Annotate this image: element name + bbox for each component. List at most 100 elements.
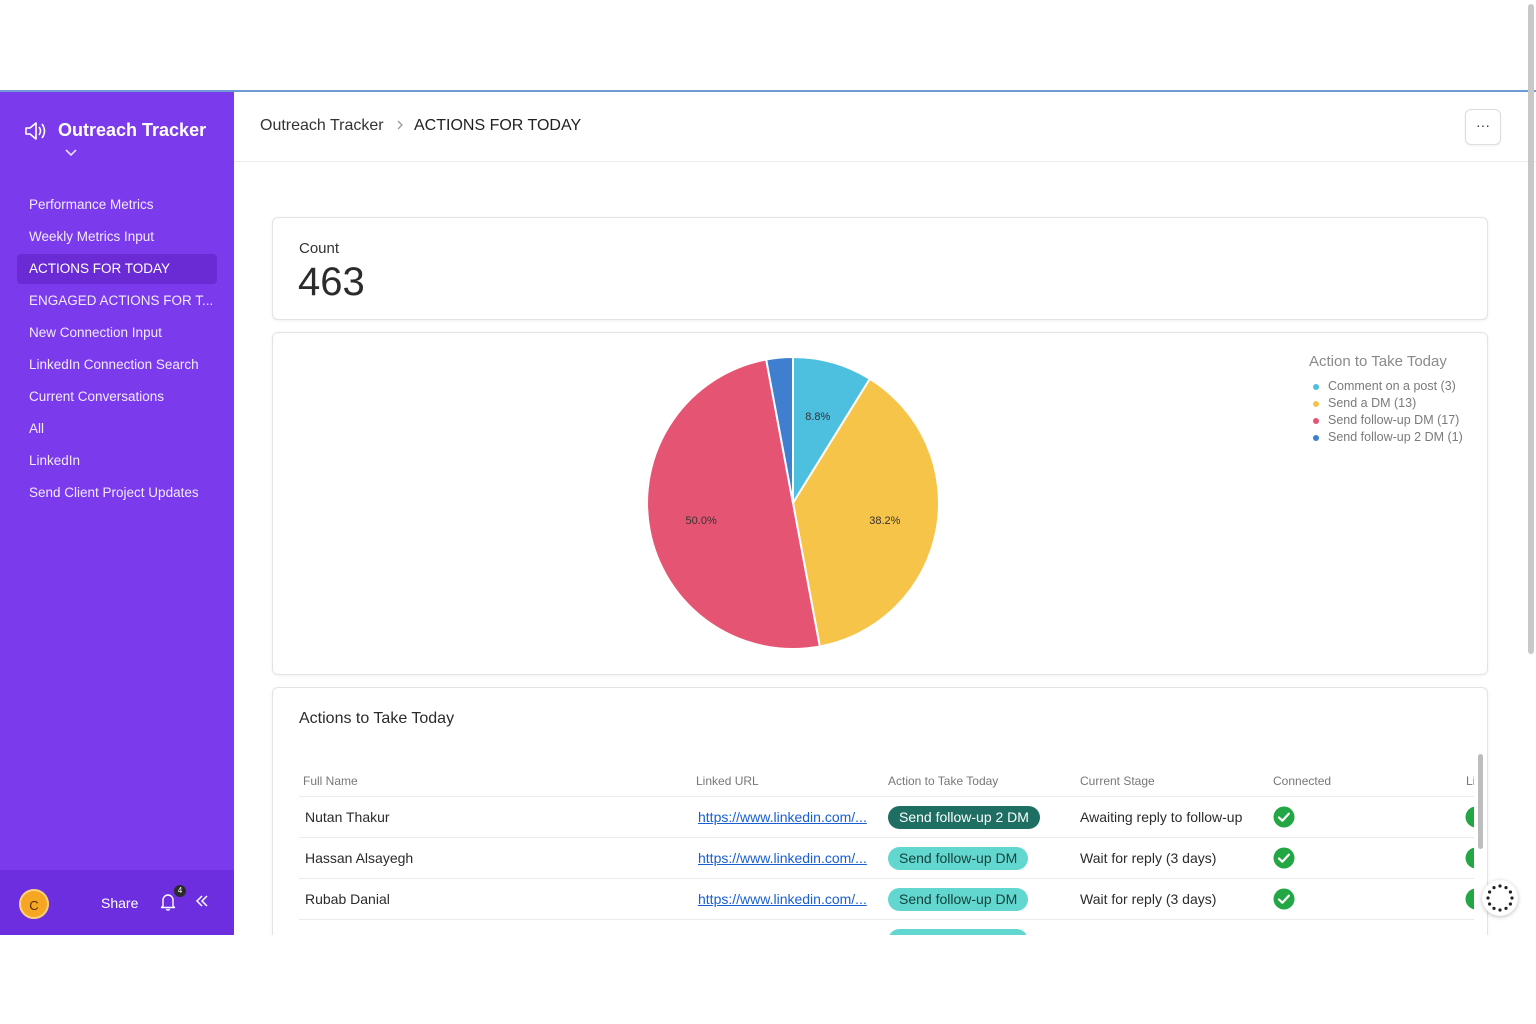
legend-item[interactable]: Send a DM (13) <box>1309 395 1463 412</box>
spinner-dot <box>1498 908 1502 912</box>
action-tag: Send follow-up 2 DM <box>888 806 1040 829</box>
sidebar-item-send-client-project-updates[interactable]: Send Client Project Updates <box>29 485 199 500</box>
bell-icon[interactable] <box>160 893 176 911</box>
linkedin-url-link[interactable]: https://www.linkedin.com/... <box>698 850 867 866</box>
pie-data-label: 38.2% <box>869 515 900 527</box>
top-bar: Outreach Tracker ACTIONS FOR TODAY ··· <box>234 92 1536 162</box>
table-row[interactable]: Hassan Alsayegh https://www.linkedin.com… <box>299 837 1474 878</box>
table-row[interactable]: Rubab Danial https://www.linkedin.com/..… <box>299 878 1474 919</box>
sidebar-footer: C Share 4 <box>0 870 234 935</box>
pie-chart-card: 8.8% 38.2% 50.0% Action to Take Today Comm… <box>272 332 1488 675</box>
legend-label: Send follow-up 2 DM (1) <box>1328 430 1463 444</box>
chevron-right-icon <box>397 120 403 130</box>
spinner-dot <box>1492 906 1496 910</box>
check-circle-icon <box>1465 806 1474 828</box>
spinner-dot <box>1492 886 1496 890</box>
legend-dot <box>1313 383 1319 390</box>
legend-dot <box>1313 400 1319 407</box>
sidebar-item-performance-metrics[interactable]: Performance Metrics <box>29 197 154 212</box>
pie-data-label: 50.0% <box>686 515 717 527</box>
linkedin-url-link[interactable]: https://www.linkedin.com/... <box>698 809 867 825</box>
current-stage-cell: Awaiting reply to follow-up <box>1080 809 1243 825</box>
column-header-linked-url[interactable]: Linked URL <box>696 774 759 788</box>
megaphone-icon <box>25 121 46 140</box>
current-stage-cell: Wait for reply (3 days) <box>1080 850 1217 866</box>
action-tag: Send follow-up DM <box>888 847 1029 870</box>
sidebar: Outreach Tracker Performance Metrics Wee… <box>0 92 234 935</box>
check-circle-icon <box>1465 888 1474 910</box>
legend-label: Send a DM (13) <box>1328 396 1417 410</box>
pie-slice-send-follow-up-2-dm[interactable] <box>765 355 794 504</box>
full-name-cell: Rubab Danial <box>305 891 390 907</box>
sidebar-item-engaged-actions[interactable]: ENGAGED ACTIONS FOR T... <box>29 293 214 308</box>
sidebar-item-actions-for-today[interactable]: ACTIONS FOR TODAY <box>17 254 217 284</box>
count-card: Count 463 <box>272 217 1488 320</box>
sidebar-item-weekly-metrics-input[interactable]: Weekly Metrics Input <box>29 229 155 244</box>
column-header-truncated[interactable]: Li <box>1466 774 1474 788</box>
column-header-connected[interactable]: Connected <box>1273 774 1332 788</box>
spinner-dot <box>1488 902 1492 906</box>
check-circle-icon <box>1273 806 1295 828</box>
column-header-full-name[interactable]: Full Name <box>303 774 358 788</box>
chevron-down-icon[interactable] <box>64 148 78 158</box>
page-title: ACTIONS FOR TODAY <box>414 117 582 134</box>
breadcrumb-root[interactable]: Outreach Tracker <box>260 117 384 134</box>
table-row[interactable] <box>299 919 1474 935</box>
legend-title: Action to Take Today <box>1309 353 1447 370</box>
count-value: 463 <box>298 260 365 304</box>
spinner-dot <box>1508 902 1512 906</box>
table-row[interactable]: Nutan Thakur https://www.linkedin.com/..… <box>299 796 1474 837</box>
sidebar-item-new-connection-input[interactable]: New Connection Input <box>29 325 162 340</box>
check-circle-icon <box>1273 888 1295 910</box>
spinner-dot <box>1504 906 1508 910</box>
share-button[interactable]: Share <box>101 895 139 911</box>
avatar[interactable]: C <box>19 889 49 919</box>
sidebar-item-linkedin-connection-search[interactable]: LinkedIn Connection Search <box>29 357 199 372</box>
action-tag <box>888 929 1028 935</box>
sidebar-item-all[interactable]: All <box>29 421 45 436</box>
pie-slice-send-follow-up-dm[interactable] <box>646 358 821 650</box>
legend-item[interactable]: Send follow-up DM (17) <box>1309 412 1463 429</box>
collapse-sidebar-icon[interactable] <box>195 894 209 908</box>
brand[interactable]: Outreach Tracker <box>24 120 206 141</box>
sidebar-nav: Performance Metrics Weekly Metrics Input… <box>17 190 217 510</box>
actions-table-card: Actions to Take Today Full Name Linked U… <box>272 687 1488 935</box>
column-header-action[interactable]: Action to Take Today <box>888 774 999 788</box>
pie-slice-comment-on-a-post[interactable] <box>792 355 872 507</box>
full-name-cell: Hassan Alsayegh <box>305 850 414 866</box>
sidebar-item-linkedin[interactable]: LinkedIn <box>29 453 81 468</box>
chart-legend: Action to Take Today Comment on a post (… <box>1309 353 1463 446</box>
main-content: Outreach Tracker ACTIONS FOR TODAY ··· C… <box>234 92 1536 935</box>
legend-item[interactable]: Comment on a post (3) <box>1309 378 1463 395</box>
pie-chart: 8.8% 38.2% 50.0% <box>646 355 940 650</box>
count-label: Count <box>299 240 340 257</box>
full-name-cell: Nutan Thakur <box>305 809 390 825</box>
spinner-dot <box>1488 890 1492 894</box>
spinner-dot <box>1498 884 1502 888</box>
app-window: Outreach Tracker Performance Metrics Wee… <box>0 90 1536 935</box>
column-header-current-stage[interactable]: Current Stage <box>1080 774 1155 788</box>
more-options-button[interactable]: ··· <box>1465 109 1501 145</box>
table-header: Full Name Linked URL Action to Take Toda… <box>299 774 1479 796</box>
spinner-dot <box>1504 886 1508 890</box>
legend-item[interactable]: Send follow-up 2 DM (1) <box>1309 429 1463 446</box>
notification-badge: 4 <box>174 885 186 897</box>
check-circle-icon <box>1273 847 1295 869</box>
page-scrollbar[interactable] <box>1528 4 1534 654</box>
app-title: Outreach Tracker <box>58 120 207 140</box>
legend-label: Comment on a post (3) <box>1328 379 1456 393</box>
legend-label: Send follow-up DM (17) <box>1328 413 1460 427</box>
check-circle-icon <box>1465 847 1474 869</box>
spinner-dot <box>1510 896 1514 900</box>
linkedin-url-link[interactable]: https://www.linkedin.com/... <box>698 891 867 907</box>
action-tag: Send follow-up DM <box>888 888 1029 911</box>
sidebar-item-current-conversations[interactable]: Current Conversations <box>29 389 165 404</box>
loading-spinner-icon <box>1482 880 1518 916</box>
legend-dot <box>1313 434 1319 441</box>
spinner-dot <box>1508 890 1512 894</box>
table-title: Actions to Take Today <box>299 710 455 727</box>
table-scrollbar[interactable] <box>1478 754 1483 849</box>
pie-data-label: 8.8% <box>805 411 830 423</box>
legend-dot <box>1313 417 1319 424</box>
pie-slice-send-a-dm[interactable] <box>791 377 940 648</box>
